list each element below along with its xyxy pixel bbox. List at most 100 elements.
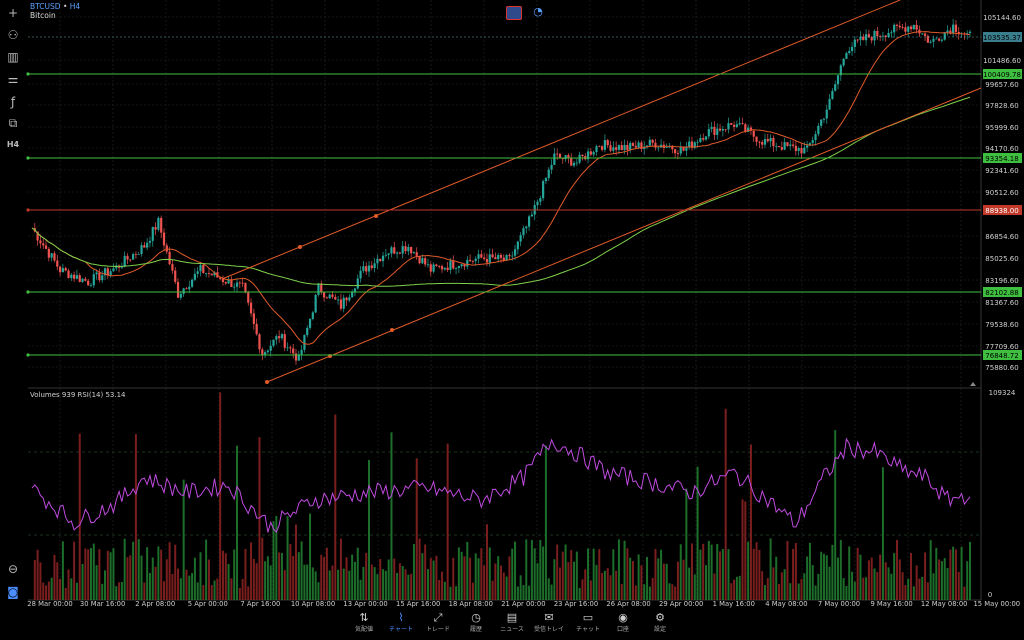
candle-body [317,283,320,295]
candle-body [603,140,607,150]
volume-bar [297,552,300,600]
zoom-icon[interactable]: ⊖ [7,562,19,576]
price-tick-label: 101486.60 [983,57,1021,65]
flag-icon[interactable] [506,6,522,20]
candle-body [943,32,946,40]
candle-body [564,155,567,160]
symbol-label[interactable]: BTCUSD [30,2,61,11]
candle-body [921,33,924,35]
nav-history-label: 履歴 [469,626,482,633]
nav-account[interactable]: ◉ 口座 [603,610,643,640]
candle-body [834,84,837,91]
volume-bar [441,571,444,600]
time-tick-label: 12 May 08:00 [921,600,968,608]
timeframe-label[interactable]: H4 [69,2,81,11]
candle-body [704,136,708,140]
candle-body [870,37,873,41]
level-tag-bg [983,205,1022,215]
volume-bar [806,556,809,600]
nav-chat-icon: ▭ [582,611,594,624]
candle-body [154,227,157,230]
volume-bar [196,582,199,600]
candle-body [620,145,623,151]
candle-body [457,266,460,268]
volume-bar [848,546,851,600]
candle-body [67,270,70,279]
volume-bar [601,572,604,600]
volume-bar [960,546,963,600]
indicators-icon[interactable]: ⚇ [7,28,19,42]
volume-bar [300,541,303,600]
function-icon[interactable]: ƒ [10,95,16,109]
candle-body [266,350,270,353]
volume-bar [587,548,590,600]
volume-bar [213,580,216,600]
volume-bar [87,549,90,600]
drawing-tools-icon[interactable]: ⚌ [7,72,19,86]
candle-body [527,216,531,227]
candle-body [311,312,314,319]
volume-bar [853,581,856,600]
candle-body [598,146,601,148]
candle-body [109,271,112,276]
nav-settings[interactable]: ⚙ 設定 [640,610,680,640]
clock-icon[interactable]: ◔ [533,5,543,18]
candle-body [101,275,104,281]
volume-bar [831,544,834,600]
bar-chart-icon[interactable]: ▥ [7,50,19,64]
nav-news[interactable]: ▤ ニュース [492,610,532,640]
screen-record-icon[interactable]: ◙ [7,585,19,599]
volume-bar [412,544,415,600]
volume-bar [859,554,862,600]
volume-bar [952,546,955,600]
volume-bar [940,561,943,600]
volume-bar [45,585,48,600]
volume-bar [112,548,115,600]
crosshair-icon[interactable]: + [7,6,19,20]
volume-bar [207,559,210,600]
volume-bar [379,558,382,600]
volume-bar [758,549,761,600]
volume-bar [480,548,483,600]
volume-bar [407,574,410,600]
volume-bar [926,582,929,600]
candle-body [426,264,430,266]
volume-bar [904,585,907,600]
candle-body [699,138,702,143]
candle-body [499,254,503,258]
timeframe-icon[interactable]: H4 [6,139,20,149]
nav-quotes[interactable]: ⇅ 気配値 [344,610,384,640]
nav-chat[interactable]: ▭ チャット [568,610,608,640]
objects-icon[interactable]: ⧉ [8,115,18,130]
candle-body [817,125,820,135]
price-tick-label: 86854.60 [985,233,1018,241]
nav-inbox[interactable]: ✉ 受信トレイ [529,610,569,640]
candle-body [438,266,441,267]
volume-bar [910,552,913,600]
volume-bar [266,556,269,600]
volume-bar [126,557,129,600]
chart-canvas[interactable]: 103535.37 100409.78 93354.18 88938.00 82102.… [0,0,1024,610]
candle-body [876,30,879,37]
nav-history[interactable]: ◷ 履歴 [456,610,496,640]
candle-body [648,139,651,146]
volume-bar [651,577,654,600]
volume-bar [640,565,643,600]
volume-bar [761,571,764,600]
volume-bar [634,585,637,600]
volume-bar [227,563,230,600]
candle-body [356,278,359,289]
candle-body [856,39,859,41]
nav-trade[interactable]: ⤢ トレード [418,610,458,640]
candle-body [92,274,95,286]
volume-bar [455,586,458,600]
volume-bar [929,540,932,600]
volume-bar [867,560,870,600]
volume-bar [724,408,727,600]
level-anchor [26,290,30,294]
volume-bar [837,557,840,600]
volume-bar [202,585,205,600]
nav-chart[interactable]: ⌇ チャート [381,610,421,640]
candle-body [387,253,390,255]
candle-body [314,294,317,313]
